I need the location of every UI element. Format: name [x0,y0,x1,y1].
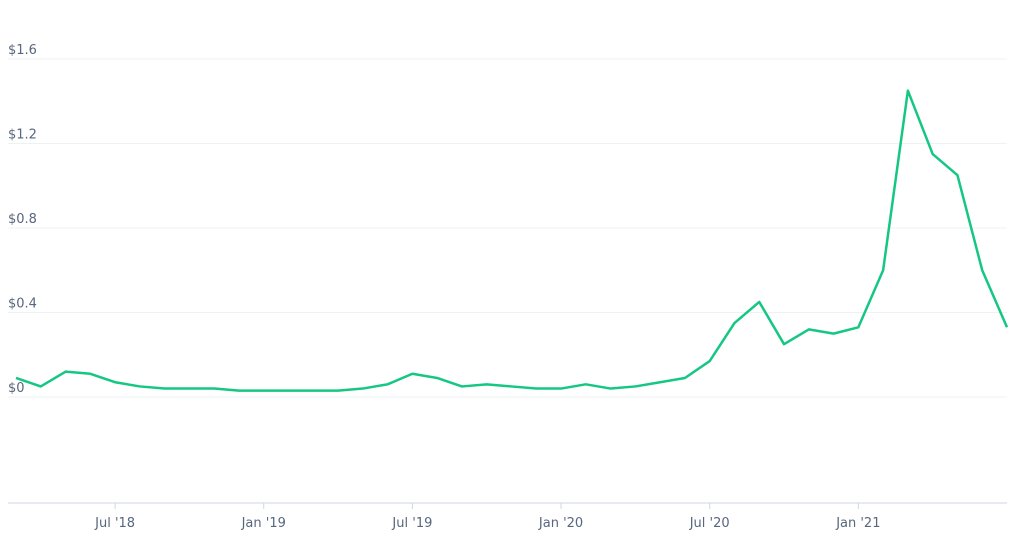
x-tick-label: Jan '20 [538,516,583,531]
x-tick-label: Jul '20 [689,516,730,531]
x-tick-label: Jan '19 [241,516,286,531]
y-tick-label: $0 [8,381,25,396]
price-line [15,89,1009,392]
y-tick-label: $1.2 [8,128,37,143]
y-tick-label: $0.8 [8,212,37,227]
y-tick-label: $0.4 [8,297,37,312]
x-tick-label: Jul '19 [391,516,432,531]
x-tick-label: Jul '18 [94,516,135,531]
x-tick-label: Jan '21 [835,516,880,531]
y-tick-label: $1.6 [8,43,37,58]
